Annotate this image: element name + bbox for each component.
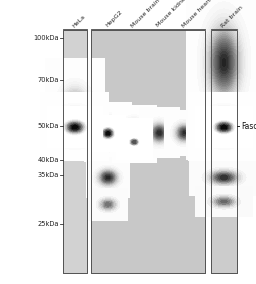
Bar — [63, 30, 87, 273]
Text: 35kDa: 35kDa — [38, 172, 59, 178]
Text: Mouse heart: Mouse heart — [181, 0, 212, 28]
Text: 40kDa: 40kDa — [37, 157, 59, 164]
Bar — [91, 30, 205, 273]
Text: 50kDa: 50kDa — [37, 123, 59, 130]
Text: HepG2: HepG2 — [104, 10, 123, 28]
Text: 70kDa: 70kDa — [37, 76, 59, 83]
Text: Fascin: Fascin — [241, 122, 256, 131]
Bar — [91, 30, 205, 273]
Text: 100kDa: 100kDa — [33, 35, 59, 41]
Text: Rat brain: Rat brain — [220, 5, 244, 28]
Text: Mouse brain: Mouse brain — [131, 0, 162, 28]
Text: 25kDa: 25kDa — [37, 221, 59, 227]
Bar — [63, 30, 87, 273]
Bar — [211, 30, 237, 273]
Bar — [211, 30, 237, 273]
Text: Mouse kidney: Mouse kidney — [156, 0, 190, 28]
Text: HeLa: HeLa — [71, 14, 86, 28]
